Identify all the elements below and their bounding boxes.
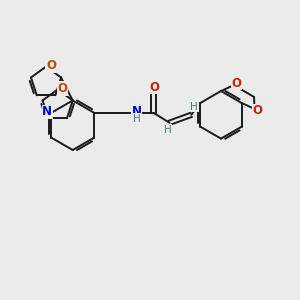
- Text: H: H: [133, 114, 141, 124]
- Text: O: O: [232, 76, 242, 90]
- Text: N: N: [132, 105, 142, 119]
- Text: H: H: [190, 102, 198, 112]
- Text: O: O: [58, 82, 68, 95]
- Text: H: H: [164, 125, 171, 135]
- Text: O: O: [150, 81, 160, 94]
- Text: N: N: [42, 105, 52, 119]
- Text: O: O: [46, 59, 56, 72]
- Text: O: O: [252, 104, 262, 117]
